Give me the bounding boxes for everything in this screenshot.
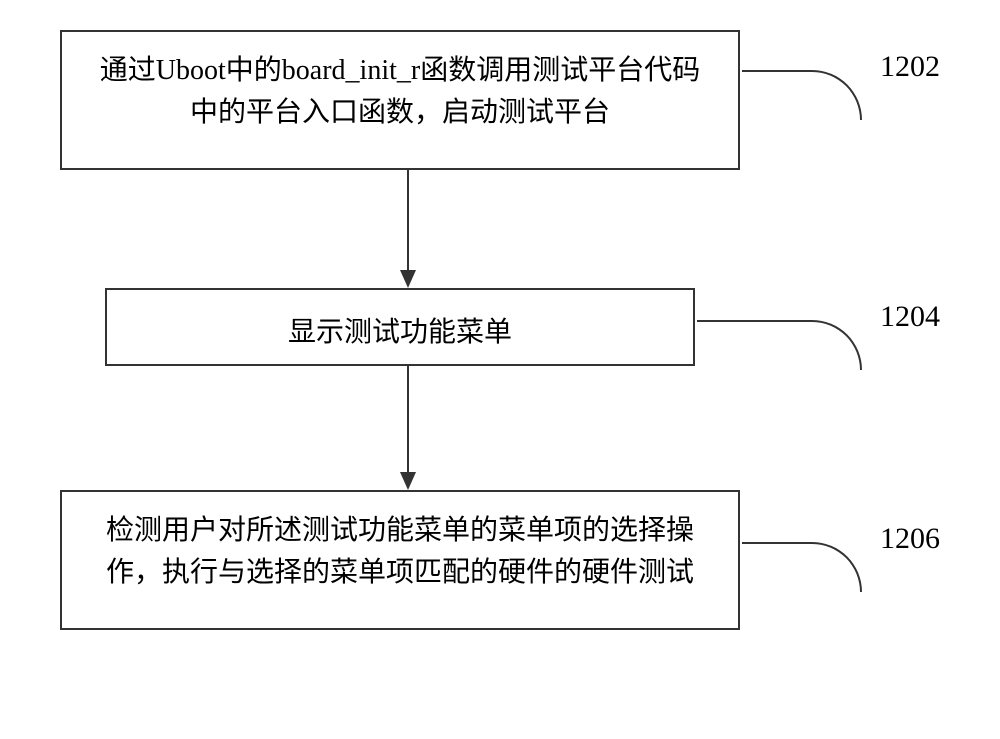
step3-text: 检测用户对所述测试功能菜单的菜单项的选择操作，执行与选择的菜单项匹配的硬件的硬件… — [106, 515, 694, 588]
step3-label: 1206 — [880, 522, 940, 556]
step1-label: 1202 — [880, 50, 940, 84]
flow-step-2: 显示测试功能菜单 — [105, 288, 695, 366]
flow-step-3: 检测用户对所述测试功能菜单的菜单项的选择操作，执行与选择的菜单项匹配的硬件的硬件… — [60, 490, 740, 630]
flow-step-1: 通过Uboot中的board_init_r函数调用测试平台代码中的平台入口函数，… — [60, 30, 740, 170]
step1-text: 通过Uboot中的board_init_r函数调用测试平台代码中的平台入口函数，… — [100, 55, 700, 128]
step2-label: 1204 — [880, 300, 940, 334]
label-connector-1 — [742, 70, 862, 120]
arrow-1-to-2 — [398, 170, 418, 288]
label-connector-3 — [742, 542, 862, 592]
label-connector-2 — [697, 320, 862, 370]
step2-text: 显示测试功能菜单 — [288, 317, 512, 348]
arrow-2-to-3 — [398, 366, 418, 490]
